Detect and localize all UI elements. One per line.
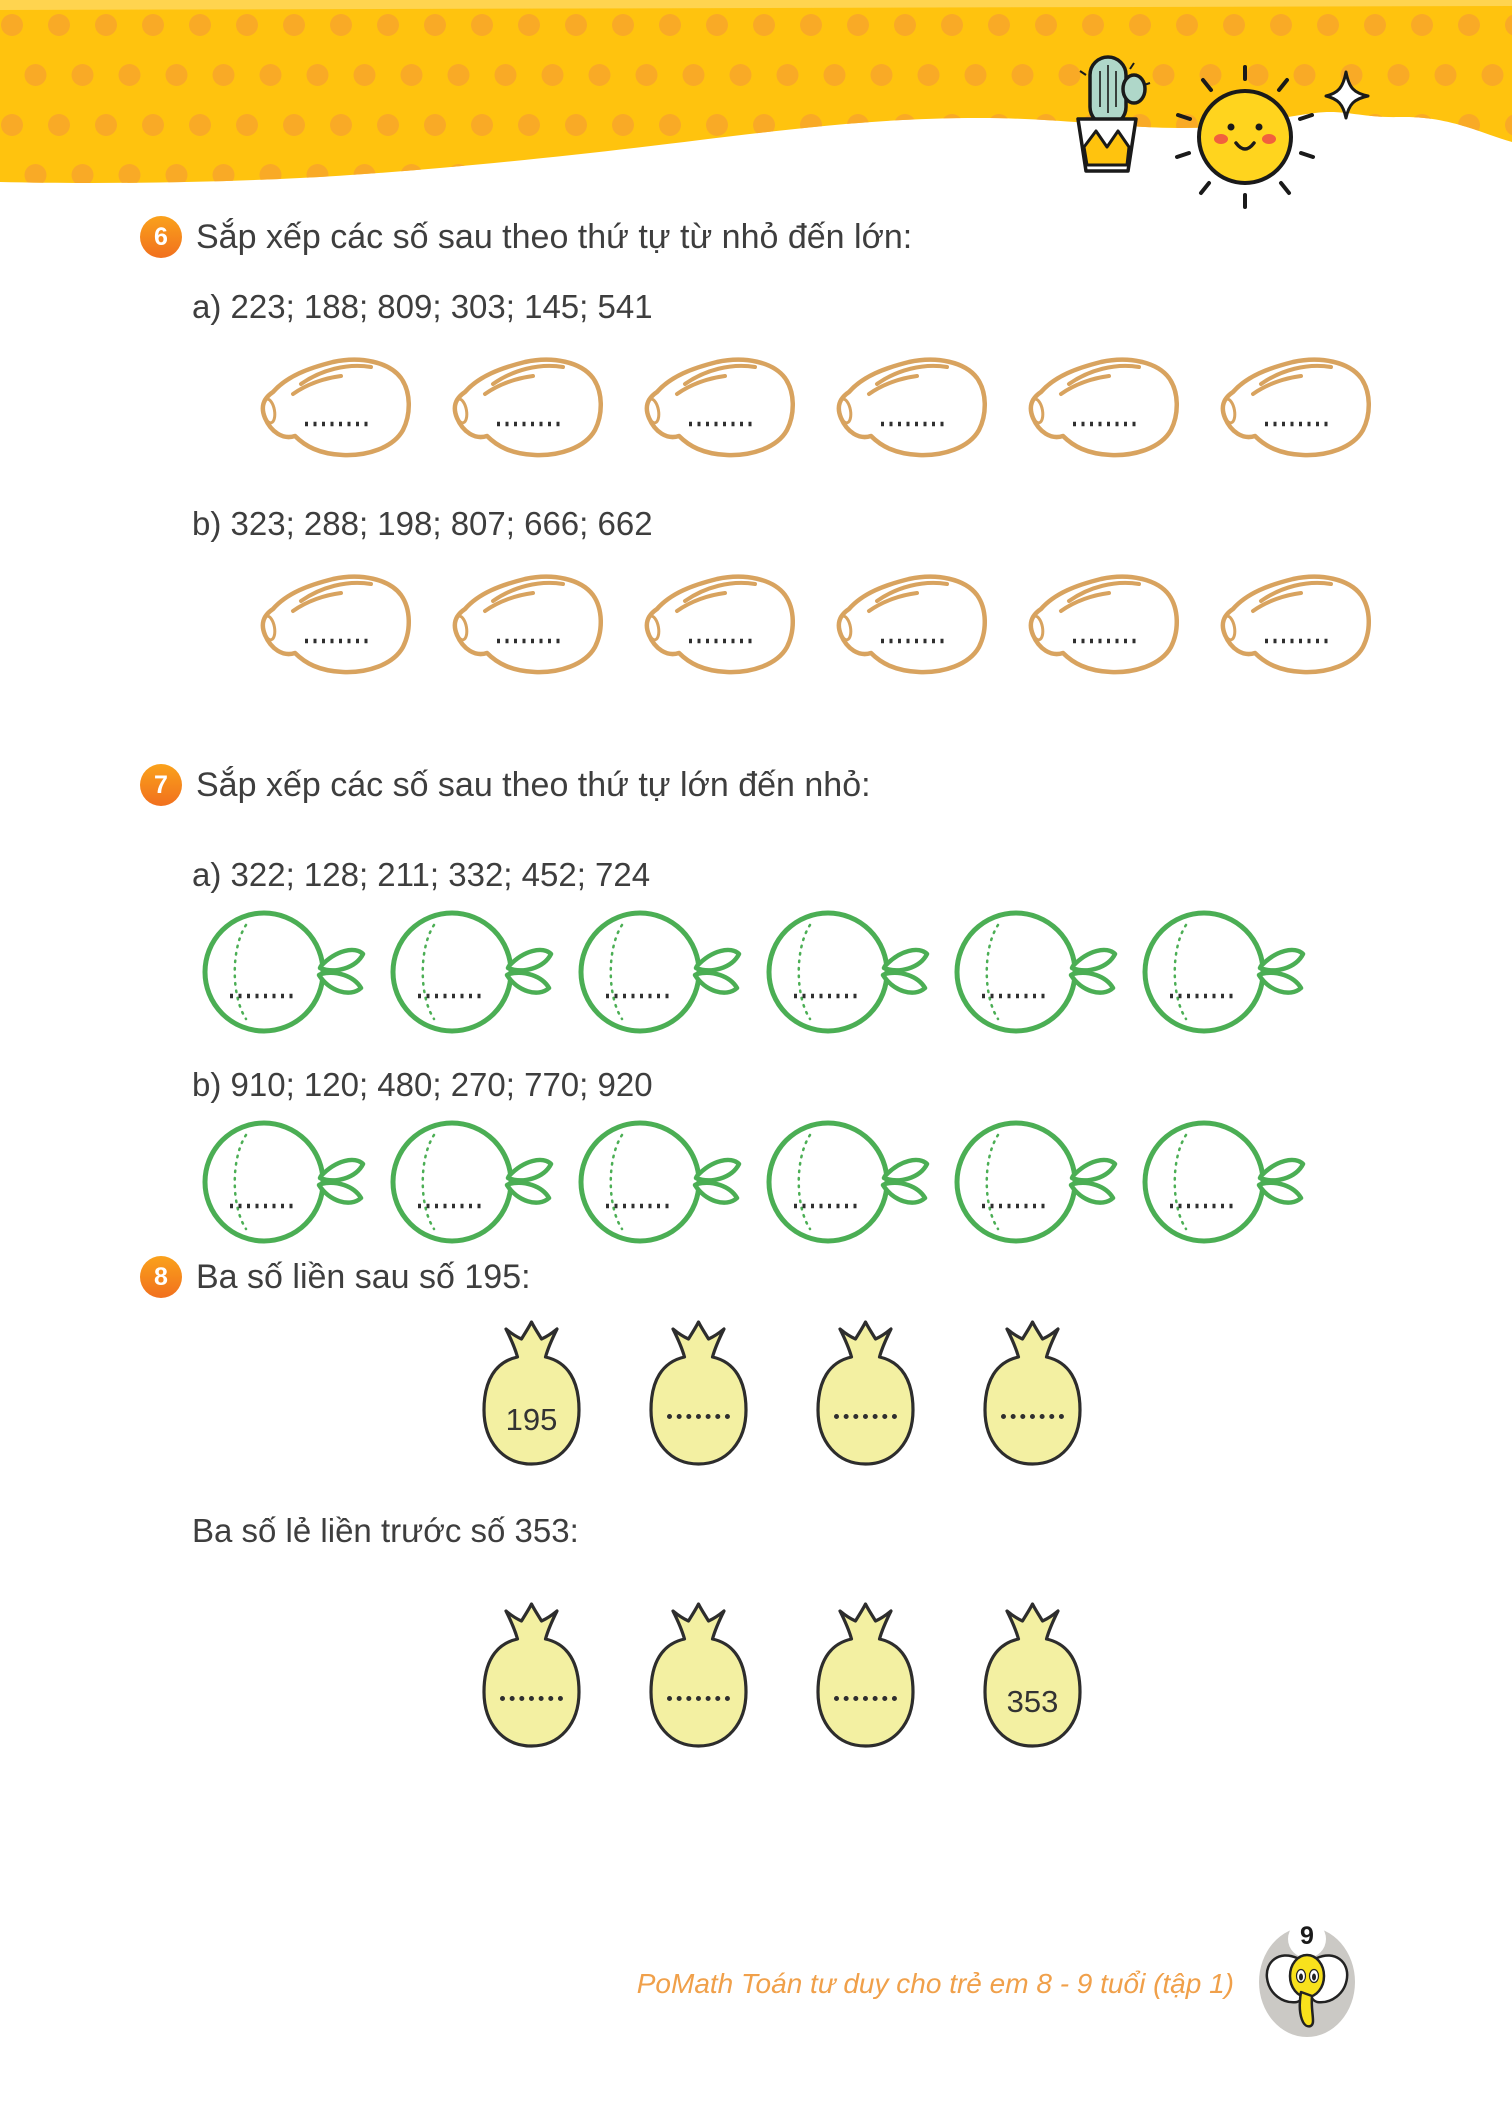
lemon-answer-slot: [200, 908, 366, 1036]
sparkle-icon: [1324, 70, 1370, 120]
dotted-answer-line: [834, 1696, 897, 1701]
dotted-answer-line: [834, 1414, 897, 1419]
exercise8-number-badge: 8: [140, 1256, 182, 1298]
pomegranate-icon: [649, 1320, 748, 1466]
pomegranate-value: 195: [505, 1402, 558, 1437]
exercise6-title: Sắp xếp các số sau theo thứ tự từ nhỏ đế…: [196, 217, 913, 256]
elephant-icon: [1259, 1920, 1355, 2037]
lemon-answer-slot: [764, 908, 930, 1036]
exercise7-part-b-answer-row: [200, 1118, 1306, 1246]
dotted-answer-line: [500, 1696, 563, 1701]
dotted-answer-line: [667, 1414, 730, 1419]
lemon-answer-slot: [388, 908, 554, 1036]
pomegranate-answer-slot: [635, 1318, 762, 1468]
page-number: 9: [1300, 1922, 1314, 1950]
exercise7-part-a-answer-row: [200, 908, 1306, 1036]
papaya-answer-slot: [439, 565, 607, 677]
pomath-elephant-logo: 9: [1257, 1918, 1357, 2038]
pomegranate-icon: [482, 1602, 581, 1748]
pomegranate-answer-slot: [468, 1600, 595, 1750]
pomegranate-answer-slot: [802, 1600, 929, 1750]
papaya-answer-slot: [247, 348, 415, 460]
exercise7-heading: 7 Sắp xếp các số sau theo thứ tự lớn đến…: [140, 764, 871, 806]
papaya-answer-slot: [631, 348, 799, 460]
lemon-answer-slot: [1140, 908, 1306, 1036]
exercise8-row2-answer-row: 353: [468, 1600, 1096, 1750]
pomegranate-icon: [983, 1602, 1082, 1748]
pomegranate-icon: [983, 1320, 1082, 1466]
pomegranate-icon: [816, 1320, 915, 1466]
lemon-answer-slot: [764, 1118, 930, 1246]
lemon-answer-slot: [952, 1118, 1118, 1246]
papaya-answer-slot: [1015, 565, 1183, 677]
exercise8-subtitle: Ba số lẻ liền trước số 353:: [192, 1512, 579, 1549]
exercise8-title: Ba số liền sau số 195:: [196, 1257, 531, 1296]
pomegranate-answer-slot: [635, 1600, 762, 1750]
pomegranate-answer-slot: [802, 1318, 929, 1468]
papaya-answer-slot: [631, 565, 799, 677]
lemon-answer-slot: [388, 1118, 554, 1246]
lemon-answer-slot: [576, 908, 742, 1036]
pomegranate-answer-slot: 195: [468, 1318, 595, 1468]
pomegranate-icon: [482, 1320, 581, 1466]
papaya-answer-slot: [823, 565, 991, 677]
papaya-answer-slot: [439, 348, 607, 460]
papaya-answer-slot: [247, 565, 415, 677]
exercise6-part-a-answer-row: [247, 348, 1375, 460]
exercise6-heading: 6 Sắp xếp các số sau theo thứ tự từ nhỏ …: [140, 216, 912, 258]
exercise8-row1-answer-row: 195: [468, 1318, 1096, 1468]
exercise6-number-badge: 6: [140, 216, 182, 258]
footer-book-title: PoMath Toán tư duy cho trẻ em 8 - 9 tuổi…: [636, 1968, 1234, 1999]
dotted-answer-line: [1001, 1414, 1064, 1419]
lemon-answer-slot: [952, 908, 1118, 1036]
exercise7-part-a-label: a) 322; 128; 211; 332; 452; 724: [192, 856, 651, 893]
lemon-answer-slot: [200, 1118, 366, 1246]
papaya-answer-slot: [823, 348, 991, 460]
exercise8-heading: 8 Ba số liền sau số 195:: [140, 1256, 531, 1298]
pomegranate-answer-slot: 353: [969, 1600, 1096, 1750]
pomegranate-value: 353: [1006, 1684, 1059, 1719]
exercise6-part-b-answer-row: [247, 565, 1375, 677]
dotted-answer-line: [667, 1696, 730, 1701]
sun-icon: [1175, 65, 1315, 209]
papaya-answer-slot: [1207, 348, 1375, 460]
papaya-answer-slot: [1207, 565, 1375, 677]
pomegranate-icon: [649, 1602, 748, 1748]
pomegranate-answer-slot: [969, 1318, 1096, 1468]
lemon-answer-slot: [1140, 1118, 1306, 1246]
exercise7-part-b-label: b) 910; 120; 480; 270; 770; 920: [192, 1066, 653, 1103]
exercise7-title: Sắp xếp các số sau theo thứ tự lớn đến n…: [196, 765, 871, 804]
exercise7-number-badge: 7: [140, 764, 182, 806]
polka-dot-band: [0, 0, 1512, 183]
pomegranate-icon: [816, 1602, 915, 1748]
papaya-answer-slot: [1015, 348, 1183, 460]
exercise6-part-a-label: a) 223; 188; 809; 303; 145; 541: [192, 288, 653, 325]
header-banner: [0, 0, 1512, 209]
cactus-icon: [1076, 55, 1151, 173]
lemon-answer-slot: [576, 1118, 742, 1246]
exercise6-part-b-label: b) 323; 288; 198; 807; 666; 662: [192, 505, 653, 542]
